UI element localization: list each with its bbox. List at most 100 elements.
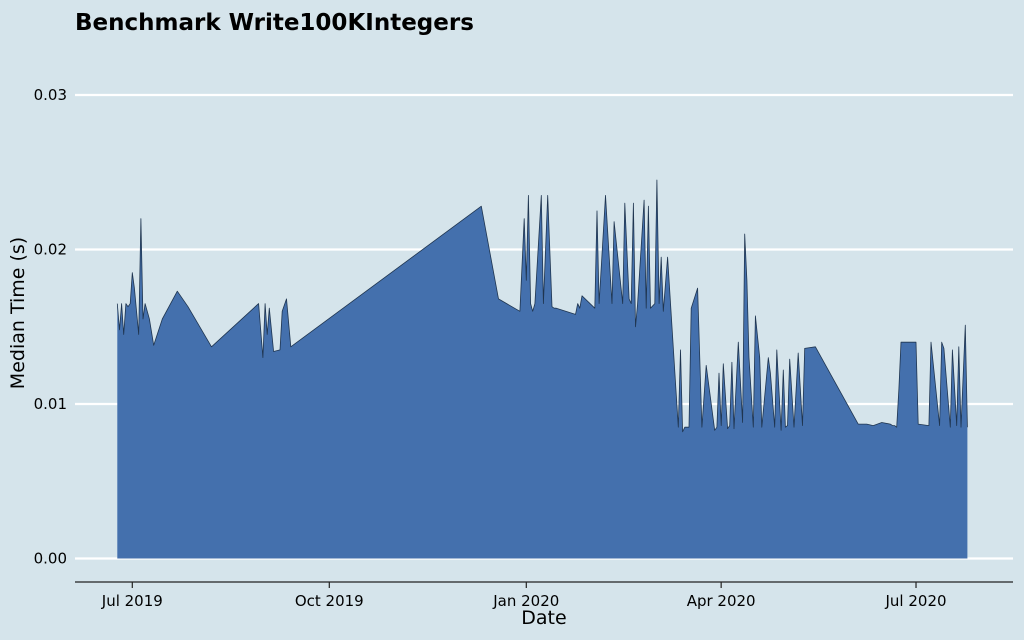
data-point: [688, 427, 689, 428]
data-point: [622, 303, 623, 304]
data-point: [581, 295, 582, 296]
data-point: [918, 424, 919, 425]
data-point: [815, 346, 816, 347]
data-point: [915, 342, 916, 343]
data-point: [132, 272, 133, 273]
data-point: [667, 257, 668, 258]
data-point: [746, 280, 747, 281]
x-tick-label: Jul 2019: [101, 592, 163, 610]
data-point: [594, 308, 595, 309]
data-point: [648, 206, 649, 207]
data-point: [753, 427, 754, 428]
data-point: [706, 365, 707, 366]
data-point: [965, 325, 966, 326]
data-point: [776, 349, 777, 350]
data-point: [596, 210, 597, 211]
data-point: [534, 303, 535, 304]
data-point: [269, 308, 270, 309]
data-point: [701, 427, 702, 428]
data-point: [661, 257, 662, 258]
data-point: [177, 291, 178, 292]
data-point: [575, 314, 576, 315]
y-axis-ticks: 0.00 0.01 0.02 0.03: [34, 86, 67, 568]
data-point: [892, 425, 893, 426]
data-point: [733, 428, 734, 429]
data-point: [290, 346, 291, 347]
y-axis-label: Median Time (s): [7, 237, 29, 389]
data-point: [282, 311, 283, 312]
data-point: [680, 349, 681, 350]
data-point: [611, 303, 612, 304]
data-point: [211, 346, 212, 347]
data-point: [783, 369, 784, 370]
data-point: [723, 363, 724, 364]
data-point: [967, 427, 968, 428]
data-point: [930, 342, 931, 343]
data-point: [659, 303, 660, 304]
x-tick-label: Jan 2020: [492, 592, 559, 610]
data-point: [142, 318, 143, 319]
data-point: [273, 351, 274, 352]
data-point: [716, 427, 717, 428]
data-point: [873, 425, 874, 426]
y-tick-label: 0.00: [34, 550, 67, 568]
data-point: [637, 303, 638, 304]
data-point: [858, 424, 859, 425]
data-point: [738, 342, 739, 343]
data-point: [481, 206, 482, 207]
data-point: [138, 334, 139, 335]
data-point: [950, 427, 951, 428]
data-point: [956, 425, 957, 426]
data-point: [265, 303, 266, 304]
data-point: [774, 427, 775, 428]
series-area-layer: [116, 179, 968, 559]
data-point: [742, 422, 743, 423]
data-point: [663, 311, 664, 312]
data-point: [755, 315, 756, 316]
data-point: [727, 428, 728, 429]
series-line: [116, 179, 968, 433]
data-point: [898, 388, 899, 389]
data-point: [524, 218, 525, 219]
data-point: [551, 306, 552, 307]
data-point: [554, 308, 555, 309]
data-point: [127, 306, 128, 307]
chart-title: Benchmark Write100KIntegers: [75, 10, 474, 36]
y-tick-label: 0.01: [34, 395, 67, 413]
data-point: [145, 303, 146, 304]
data-point: [153, 345, 154, 346]
data-point: [130, 303, 131, 304]
data-point: [556, 308, 557, 309]
data-point: [691, 308, 692, 309]
data-point: [770, 373, 771, 374]
data-point: [579, 308, 580, 309]
data-point: [960, 427, 961, 428]
data-point: [526, 280, 527, 281]
data-point: [149, 318, 150, 319]
data-point: [519, 311, 520, 312]
data-point: [117, 303, 118, 304]
x-axis-label: Date: [521, 607, 566, 629]
data-point: [798, 352, 799, 353]
data-point: [678, 427, 679, 428]
data-point: [498, 298, 499, 299]
data-point: [697, 288, 698, 289]
data-point: [646, 308, 647, 309]
data-point: [894, 425, 895, 426]
data-point: [541, 195, 542, 196]
data-point: [958, 346, 959, 347]
data-point: [785, 427, 786, 428]
series-area: [117, 180, 968, 559]
data-point: [802, 425, 803, 426]
data-point: [793, 427, 794, 428]
data-point: [187, 306, 188, 307]
data-point: [866, 424, 867, 425]
data-point: [761, 427, 762, 428]
data-point: [629, 298, 630, 299]
data-point: [543, 303, 544, 304]
y-tick-label: 0.02: [34, 241, 67, 259]
data-point: [631, 303, 632, 304]
data-point: [939, 425, 940, 426]
data-point: [656, 179, 657, 180]
data-point: [731, 362, 732, 363]
